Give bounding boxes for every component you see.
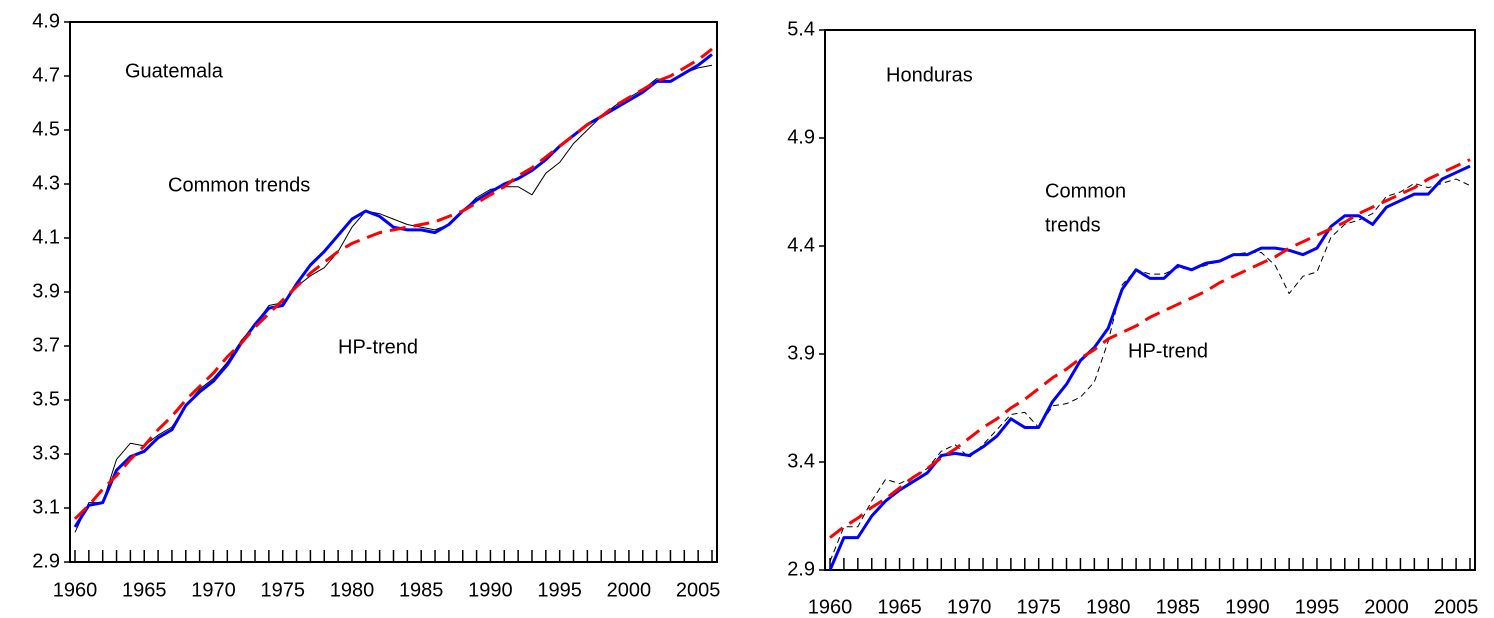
x-tick-label: 1980	[330, 579, 375, 601]
y-tick-label: 4.7	[32, 64, 60, 86]
annotation: HP-trend	[1128, 340, 1208, 362]
y-tick-label: 2.9	[787, 558, 815, 580]
x-tick-label: 1975	[260, 579, 305, 601]
y-tick-label: 4.9	[787, 126, 815, 148]
series-line	[73, 53, 713, 528]
y-tick-label: 4.9	[32, 10, 60, 32]
x-tick-label: 1960	[53, 579, 98, 601]
y-tick-label: 4.3	[32, 172, 60, 194]
y-tick-label: 2.9	[32, 550, 60, 572]
plot-frame	[824, 29, 1476, 571]
series-line	[74, 64, 713, 533]
x-tick-label: 1975	[1016, 596, 1061, 618]
x-tick-label: 1990	[1225, 596, 1270, 618]
x-tick-label: 1965	[877, 596, 922, 618]
annotation: trends	[1045, 214, 1101, 236]
x-tick-label: 2005	[1434, 596, 1479, 618]
y-tick-label: 4.5	[32, 118, 60, 140]
x-tick-label: 1980	[1086, 596, 1131, 618]
annotation: Guatemala	[125, 60, 224, 82]
x-tick-label: 1965	[122, 579, 167, 601]
annotation: HP-trend	[338, 336, 418, 358]
x-tick-label: 1985	[1156, 596, 1201, 618]
x-tick-label: 1960	[808, 596, 853, 618]
x-tick-label: 1995	[1295, 596, 1340, 618]
x-tick-label: 2000	[1364, 596, 1409, 618]
y-tick-label: 4.4	[787, 234, 815, 256]
y-tick-label: 3.5	[32, 388, 60, 410]
series-line	[829, 158, 1471, 539]
y-tick-label: 3.9	[32, 280, 60, 302]
annotation: Common	[1045, 180, 1126, 202]
x-tick-label: 1970	[191, 579, 236, 601]
annotation: Common trends	[168, 174, 310, 196]
y-tick-label: 3.1	[32, 496, 60, 518]
annotation: Honduras	[886, 64, 973, 86]
x-tick-label: 2005	[676, 579, 721, 601]
x-tick-label: 1970	[947, 596, 992, 618]
series-line	[828, 164, 1471, 571]
series-line	[829, 178, 1471, 562]
y-tick-label: 5.4	[787, 18, 815, 40]
y-tick-label: 3.9	[787, 342, 815, 364]
series-line	[73, 47, 713, 520]
x-tick-label: 1985	[399, 579, 444, 601]
x-tick-label: 1995	[537, 579, 582, 601]
x-tick-label: 1990	[468, 579, 513, 601]
y-tick-label: 3.7	[32, 334, 60, 356]
y-tick-label: 3.3	[32, 442, 60, 464]
x-tick-label: 2000	[607, 579, 652, 601]
y-tick-label: 4.1	[32, 226, 60, 248]
y-tick-label: 3.4	[787, 450, 815, 472]
